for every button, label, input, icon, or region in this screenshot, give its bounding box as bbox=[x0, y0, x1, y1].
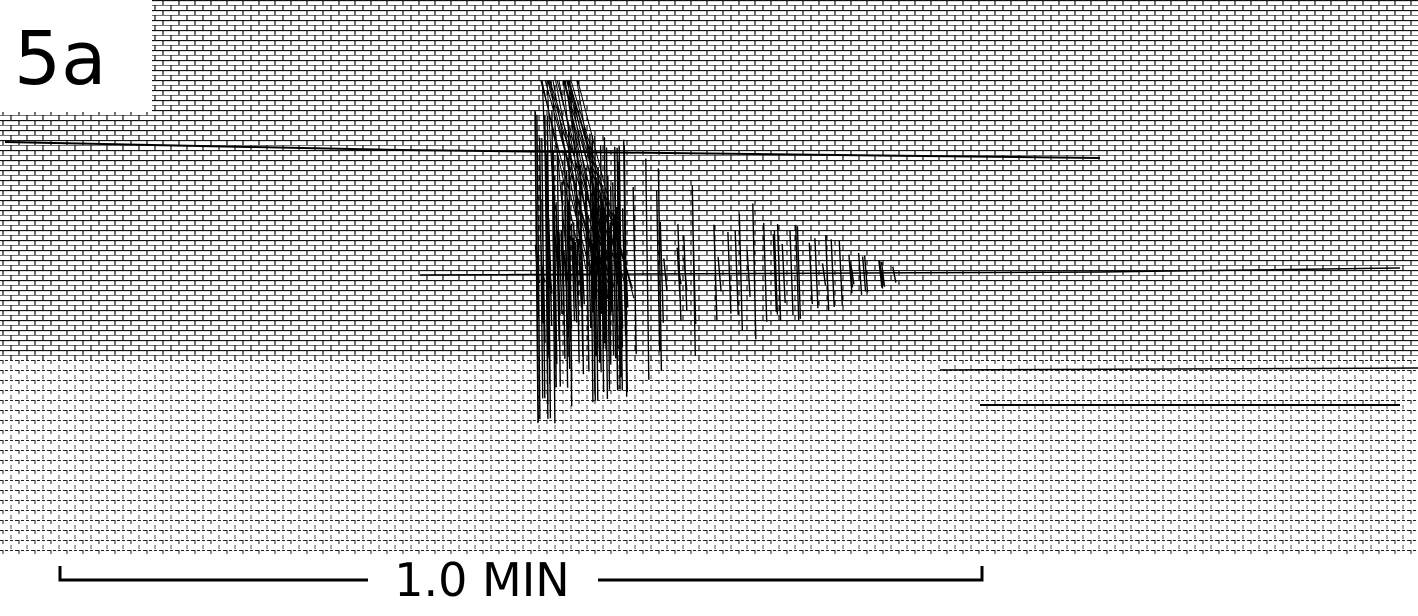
scale-bar bbox=[58, 566, 984, 582]
trace bbox=[939, 367, 1418, 371]
traces bbox=[4, 79, 1418, 424]
label-box bbox=[0, 0, 152, 112]
scale-bar-label: 1.0 MIN bbox=[394, 553, 569, 607]
trace bbox=[4, 141, 1101, 159]
record-grid bbox=[0, 0, 1418, 360]
record-grid-faded bbox=[0, 360, 1418, 555]
trace bbox=[540, 79, 635, 299]
panel-label: 5a bbox=[14, 16, 106, 102]
